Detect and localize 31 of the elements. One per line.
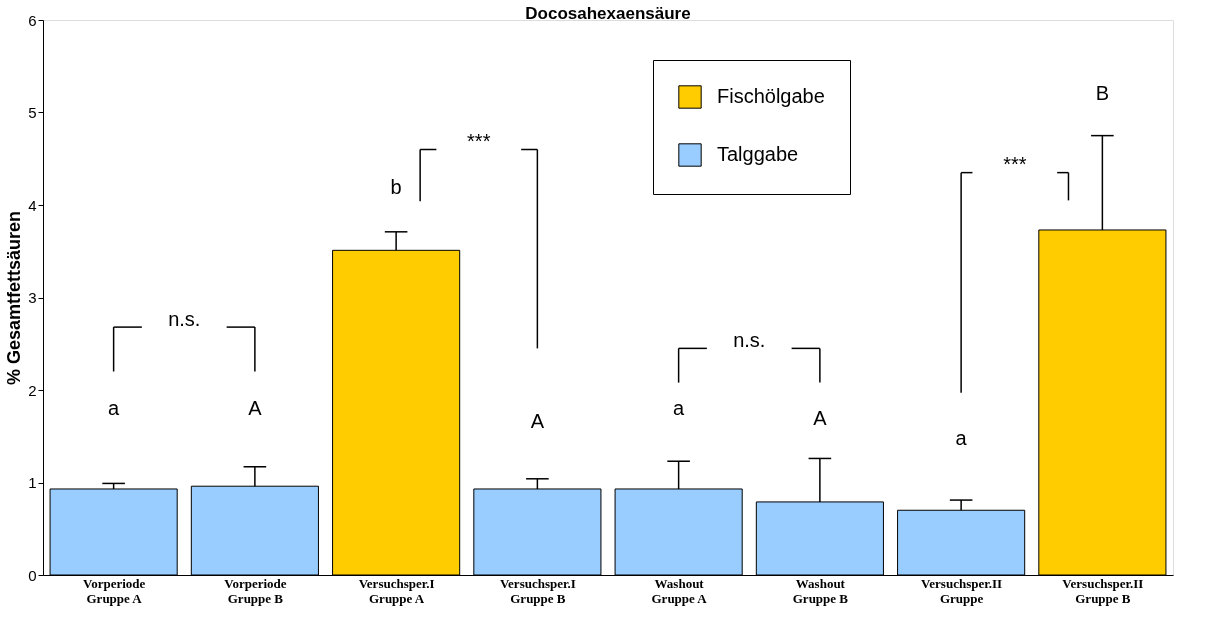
annotation: n.s. bbox=[733, 328, 766, 351]
x-tick-label: Vorperiode Gruppe B bbox=[224, 575, 287, 606]
x-tick-label: Vorperiode Gruppe A bbox=[82, 575, 146, 606]
y-tick-label: 4 bbox=[28, 196, 37, 214]
annotation: a bbox=[955, 427, 968, 450]
annotation: *** bbox=[1003, 153, 1027, 176]
annotation: a bbox=[108, 396, 121, 419]
y-tick-label: 1 bbox=[28, 474, 37, 491]
annotation: b bbox=[390, 176, 402, 199]
chart-title: Docosahexaensäure bbox=[525, 4, 691, 23]
y-tick-label: 3 bbox=[28, 289, 37, 306]
annotation: A bbox=[530, 410, 545, 433]
x-tick-label: Versuchsper.II Gruppe B bbox=[1062, 575, 1144, 606]
legend-label: Talggabe bbox=[717, 143, 799, 165]
annotation: A bbox=[813, 406, 828, 429]
x-tick-label: Versuchsper.I Gruppe B bbox=[499, 575, 576, 606]
y-tick-label: 0 bbox=[28, 566, 37, 584]
y-tick-label: 6 bbox=[28, 11, 37, 29]
annotation: a bbox=[673, 396, 686, 419]
annotation: n.s. bbox=[168, 307, 201, 330]
annotation: B bbox=[1095, 82, 1110, 104]
legend-label: Fischölgabe bbox=[717, 85, 825, 107]
x-tick-label: Washout Gruppe B bbox=[792, 575, 849, 606]
x-tick-label: Versuchsper.II Gruppe bbox=[921, 575, 1003, 606]
y-tick-label: 5 bbox=[28, 104, 37, 121]
x-tick-label: Versuchsper.I Gruppe A bbox=[358, 575, 435, 606]
annotation: *** bbox=[467, 130, 491, 153]
x-tick-label: Washout Gruppe A bbox=[651, 575, 708, 606]
y-tick-label: 2 bbox=[28, 381, 37, 399]
y-axis-title: % Gesamtfettsäuren bbox=[4, 210, 25, 386]
annotation: A bbox=[248, 396, 263, 419]
